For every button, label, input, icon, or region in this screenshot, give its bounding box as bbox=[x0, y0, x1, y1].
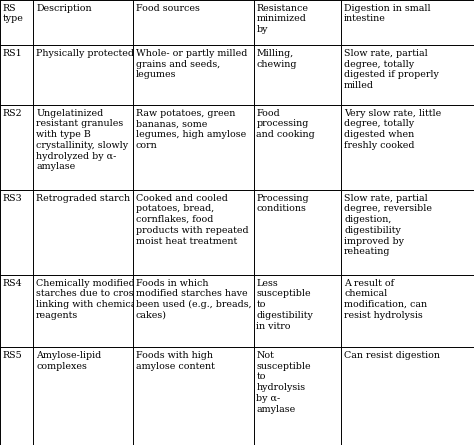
Text: Resistance
minimized
by: Resistance minimized by bbox=[256, 4, 309, 34]
Text: Retrograded starch: Retrograded starch bbox=[36, 194, 130, 202]
Text: Digestion in small
intestine: Digestion in small intestine bbox=[344, 4, 430, 23]
Text: Foods in which
modified starches have
been used (e.g., breads,
cakes): Foods in which modified starches have be… bbox=[136, 279, 251, 320]
Bar bbox=[341, 105, 474, 190]
Text: Slow rate, partial
degree, reversible
digestion,
digestibility
improved by
rehea: Slow rate, partial degree, reversible di… bbox=[344, 194, 432, 256]
Text: Less
susceptible
to
digestibility
in vitro: Less susceptible to digestibility in vit… bbox=[256, 279, 313, 331]
Bar bbox=[33, 190, 133, 275]
Bar bbox=[254, 348, 341, 445]
Bar bbox=[133, 190, 254, 275]
Bar bbox=[254, 45, 341, 105]
Bar bbox=[133, 348, 254, 445]
Bar bbox=[33, 348, 133, 445]
Bar bbox=[133, 105, 254, 190]
Bar bbox=[341, 0, 474, 45]
Text: RS
type: RS type bbox=[3, 4, 24, 23]
Bar bbox=[133, 0, 254, 45]
Text: Food sources: Food sources bbox=[136, 4, 200, 12]
Bar bbox=[0, 190, 33, 275]
Text: Milling,
chewing: Milling, chewing bbox=[256, 49, 297, 69]
Text: Cooked and cooled
potatoes, bread,
cornflakes, food
products with repeated
moist: Cooked and cooled potatoes, bread, cornf… bbox=[136, 194, 248, 246]
Text: Whole- or partly milled
grains and seeds,
legumes: Whole- or partly milled grains and seeds… bbox=[136, 49, 247, 79]
Text: RS4: RS4 bbox=[3, 279, 22, 287]
Text: Physically protected: Physically protected bbox=[36, 49, 134, 58]
Text: Not
susceptible
to
hydrolysis
by α-
amylase: Not susceptible to hydrolysis by α- amyl… bbox=[256, 351, 311, 414]
Text: RS5: RS5 bbox=[3, 351, 23, 360]
Text: Amylose-lipid
complexes: Amylose-lipid complexes bbox=[36, 351, 101, 371]
Bar bbox=[33, 105, 133, 190]
Text: Processing
conditions: Processing conditions bbox=[256, 194, 309, 214]
Bar bbox=[0, 275, 33, 348]
Text: Chemically modified
starches due to cross-
linking with chemical
reagents: Chemically modified starches due to cros… bbox=[36, 279, 142, 320]
Bar bbox=[341, 190, 474, 275]
Bar bbox=[0, 105, 33, 190]
Text: Very slow rate, little
degree, totally
digested when
freshly cooked: Very slow rate, little degree, totally d… bbox=[344, 109, 441, 150]
Bar bbox=[133, 275, 254, 348]
Text: RS1: RS1 bbox=[3, 49, 22, 58]
Bar bbox=[254, 190, 341, 275]
Bar bbox=[33, 275, 133, 348]
Bar bbox=[341, 348, 474, 445]
Bar bbox=[341, 275, 474, 348]
Bar bbox=[133, 45, 254, 105]
Bar bbox=[341, 45, 474, 105]
Bar bbox=[254, 0, 341, 45]
Text: Foods with high
amylose content: Foods with high amylose content bbox=[136, 351, 215, 371]
Text: Can resist digestion: Can resist digestion bbox=[344, 351, 440, 360]
Text: RS2: RS2 bbox=[3, 109, 22, 117]
Text: Food
processing
and cooking: Food processing and cooking bbox=[256, 109, 315, 139]
Bar bbox=[254, 275, 341, 348]
Bar bbox=[33, 0, 133, 45]
Text: Ungelatinized
resistant granules
with type B
crystallinity, slowly
hydrolyzed by: Ungelatinized resistant granules with ty… bbox=[36, 109, 128, 171]
Text: A result of
chemical
modification, can
resist hydrolysis: A result of chemical modification, can r… bbox=[344, 279, 427, 320]
Bar bbox=[0, 0, 33, 45]
Text: Raw potatoes, green
bananas, some
legumes, high amylose
corn: Raw potatoes, green bananas, some legume… bbox=[136, 109, 246, 150]
Bar bbox=[0, 45, 33, 105]
Bar bbox=[33, 45, 133, 105]
Bar bbox=[0, 348, 33, 445]
Text: Slow rate, partial
degree, totally
digested if properly
milled: Slow rate, partial degree, totally diges… bbox=[344, 49, 439, 90]
Bar bbox=[254, 105, 341, 190]
Text: Description: Description bbox=[36, 4, 91, 12]
Text: RS3: RS3 bbox=[3, 194, 23, 202]
